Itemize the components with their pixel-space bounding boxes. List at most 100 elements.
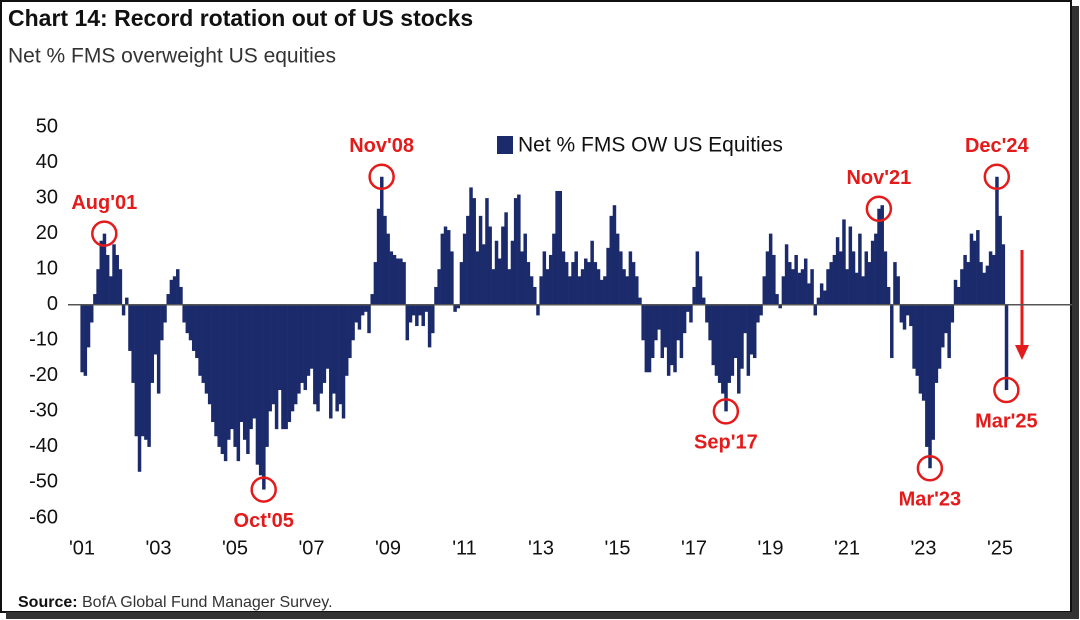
bar bbox=[105, 254, 110, 305]
bar bbox=[472, 198, 476, 305]
bar bbox=[701, 297, 706, 305]
bar bbox=[880, 205, 884, 305]
bar bbox=[740, 304, 744, 369]
bar bbox=[408, 304, 413, 323]
bar bbox=[115, 254, 119, 305]
annotation-label: Mar'25 bbox=[975, 410, 1038, 432]
bar bbox=[832, 254, 837, 305]
bar bbox=[635, 276, 639, 305]
bar bbox=[823, 290, 827, 305]
bar bbox=[507, 269, 512, 305]
bar bbox=[874, 233, 878, 305]
bar bbox=[169, 279, 174, 305]
bar bbox=[858, 233, 862, 305]
bar bbox=[711, 304, 716, 366]
y-tick-label: 40 bbox=[36, 151, 58, 173]
bar bbox=[526, 262, 531, 305]
bar bbox=[574, 251, 578, 305]
bar bbox=[411, 304, 416, 316]
annotation-label: Aug'01 bbox=[71, 192, 137, 214]
bar bbox=[839, 251, 843, 305]
bar bbox=[255, 304, 260, 465]
bar bbox=[389, 251, 394, 305]
bar bbox=[727, 304, 731, 383]
bar bbox=[956, 286, 961, 305]
bar bbox=[759, 304, 763, 316]
bar bbox=[810, 269, 814, 305]
bar bbox=[717, 304, 722, 383]
bar bbox=[529, 276, 534, 305]
bar bbox=[462, 233, 467, 305]
bar bbox=[220, 304, 225, 455]
y-tick-label: 50 bbox=[36, 115, 58, 137]
bar bbox=[271, 304, 276, 405]
bar bbox=[236, 304, 241, 462]
bar bbox=[96, 269, 100, 305]
bar bbox=[928, 304, 932, 469]
bar bbox=[376, 208, 381, 305]
bar bbox=[319, 304, 323, 394]
bar bbox=[912, 304, 916, 369]
bar bbox=[603, 276, 607, 305]
bar bbox=[399, 258, 403, 305]
bar bbox=[714, 304, 719, 376]
bar bbox=[290, 304, 295, 412]
bar bbox=[775, 294, 779, 305]
bar bbox=[109, 276, 113, 305]
bar bbox=[434, 286, 438, 305]
bar bbox=[985, 265, 990, 305]
bar bbox=[450, 251, 454, 305]
bar bbox=[998, 215, 1002, 305]
bar bbox=[982, 272, 986, 305]
bar bbox=[510, 240, 515, 305]
bar bbox=[424, 304, 429, 312]
bar bbox=[781, 276, 786, 305]
bar bbox=[1004, 304, 1009, 391]
bar bbox=[791, 269, 795, 305]
bar bbox=[134, 304, 139, 437]
bar bbox=[966, 262, 971, 305]
bar bbox=[348, 304, 352, 359]
bar bbox=[619, 251, 623, 305]
bar bbox=[313, 304, 317, 405]
x-tick-label: '19 bbox=[757, 537, 783, 559]
bar bbox=[223, 304, 228, 462]
bar bbox=[925, 304, 929, 447]
x-tick-label: '05 bbox=[222, 537, 248, 559]
annotation-circle bbox=[983, 163, 1011, 191]
x-tick-label: '07 bbox=[298, 537, 324, 559]
bar bbox=[851, 251, 856, 305]
bar bbox=[730, 304, 735, 376]
bar bbox=[625, 276, 629, 305]
bar bbox=[287, 304, 292, 423]
bar bbox=[733, 304, 738, 359]
bar bbox=[93, 294, 97, 305]
x-tick-label: '15 bbox=[604, 537, 630, 559]
x-tick-label: '13 bbox=[528, 537, 554, 559]
bar bbox=[788, 262, 792, 305]
bar bbox=[800, 269, 805, 305]
bar bbox=[112, 244, 116, 305]
bar bbox=[354, 304, 359, 323]
bar bbox=[325, 304, 330, 369]
frame-shadow bbox=[6, 612, 1079, 619]
annotation-circle bbox=[712, 398, 740, 425]
bar bbox=[258, 304, 263, 476]
bar bbox=[599, 279, 604, 305]
bar bbox=[268, 304, 272, 412]
bar bbox=[383, 215, 387, 305]
bar bbox=[144, 304, 148, 440]
x-tick-label: '23 bbox=[910, 537, 936, 559]
bar bbox=[153, 304, 158, 355]
bar bbox=[721, 304, 725, 394]
bar bbox=[195, 304, 199, 359]
bar bbox=[536, 304, 540, 316]
bar bbox=[160, 304, 164, 341]
bar bbox=[1001, 244, 1006, 305]
bar bbox=[191, 304, 196, 351]
bar bbox=[752, 304, 757, 359]
bar bbox=[131, 304, 135, 383]
bar bbox=[988, 251, 993, 305]
bar bbox=[485, 198, 489, 305]
